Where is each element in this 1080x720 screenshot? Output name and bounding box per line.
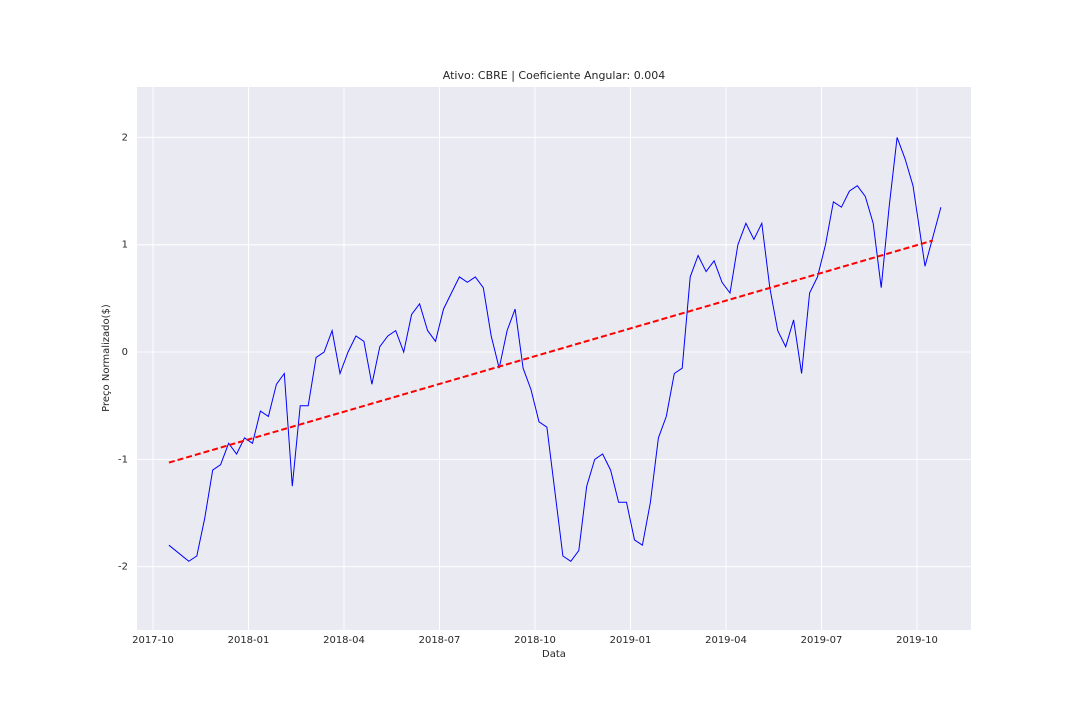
y-axis-label: Preço Normalizado($) (101, 304, 112, 412)
y-tick-label: 0 (122, 347, 128, 358)
x-tick-label: 2018-01 (228, 635, 270, 646)
x-tick-label: 2018-10 (514, 635, 556, 646)
x-tick-label: 2019-10 (896, 635, 938, 646)
y-tick-label: -2 (118, 562, 128, 573)
price-line (168, 137, 942, 562)
y-tick-label: 2 (122, 132, 128, 143)
x-tick-label: 2018-04 (323, 635, 365, 646)
x-tick-label: 2017-10 (132, 635, 174, 646)
plot-area (137, 87, 971, 630)
y-tick-label: 1 (122, 240, 128, 251)
chart-title: Ativo: CBRE | Coeficiente Angular: 0.004 (443, 69, 665, 82)
x-tick-label: 2019-07 (801, 635, 843, 646)
x-tick-label: 2019-01 (610, 635, 652, 646)
x-tick-label: 2018-07 (419, 635, 461, 646)
y-tick-label: -1 (118, 454, 128, 465)
x-axis-label: Data (542, 649, 566, 660)
trend-line (168, 239, 934, 464)
x-tick-label: 2019-04 (705, 635, 747, 646)
